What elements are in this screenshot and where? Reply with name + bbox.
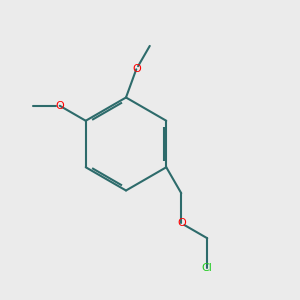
Text: O: O bbox=[56, 101, 64, 111]
Text: O: O bbox=[132, 64, 141, 74]
Text: O: O bbox=[177, 218, 186, 228]
Text: Cl: Cl bbox=[202, 263, 213, 273]
